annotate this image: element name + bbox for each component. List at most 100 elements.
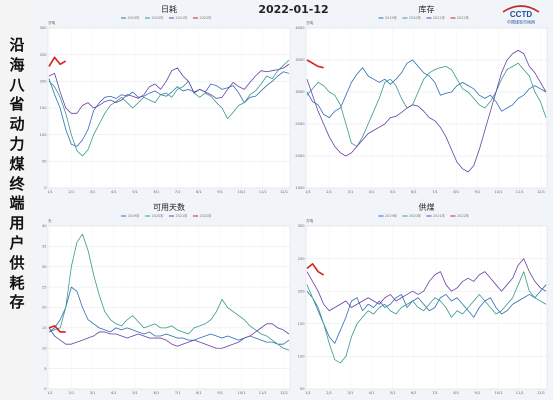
y-tick-label: 1500 xyxy=(295,186,305,190)
y-tick-label: 50 xyxy=(42,160,47,164)
x-tick-label: 9/1 xyxy=(217,391,223,395)
y-tick-label: 15 xyxy=(42,326,47,330)
y-tick-label: 5 xyxy=(44,367,46,371)
y-tick-label: 150 xyxy=(40,106,48,110)
y-tick-label: 3000 xyxy=(295,90,305,94)
plot-area xyxy=(305,27,548,189)
x-tick-label: 11/1 xyxy=(259,391,267,395)
legend-entry: 2022年 xyxy=(457,15,470,20)
series-line-2021 xyxy=(48,63,290,114)
legend-entry: 2020年 xyxy=(409,213,422,218)
report-date: 2022-01-12 xyxy=(258,3,329,16)
unit-label: 万吨 xyxy=(306,20,314,25)
logo-text: CCTD xyxy=(510,10,532,19)
cctd-logo: CCTD 中国煤炭市场网 xyxy=(502,5,540,25)
legend-entry: 2021年 xyxy=(433,213,446,218)
series-line-2019 xyxy=(306,59,547,118)
y-tick-label: 100 xyxy=(40,133,48,137)
y-tick-label: 300 xyxy=(298,224,306,228)
x-tick-label: 3/1 xyxy=(347,190,353,194)
x-tick-label: 3/1 xyxy=(347,391,353,395)
y-tick-label: 3500 xyxy=(295,58,305,62)
series-line-2021 xyxy=(306,50,547,173)
legend-entry: 2019年 xyxy=(385,213,398,218)
x-tick-label: 2/1 xyxy=(68,391,74,395)
x-tick-label: 11/1 xyxy=(259,190,267,194)
x-tick-label: 7/1 xyxy=(175,190,181,194)
legend-entry: 2020年 xyxy=(152,15,165,20)
x-tick-label: 1/1 xyxy=(47,190,53,194)
series-line-2021 xyxy=(306,258,547,312)
chart-title: 供煤 xyxy=(419,202,435,212)
y-tick-label: 20 xyxy=(42,306,47,310)
legend-entry: 2021年 xyxy=(176,15,189,20)
legend-entry: 2022年 xyxy=(457,213,470,218)
x-tick-label: 10/1 xyxy=(495,190,503,194)
x-tick-label: 10/1 xyxy=(237,190,245,194)
x-tick-label: 12/1 xyxy=(537,190,545,194)
x-tick-label: 5/1 xyxy=(390,190,396,194)
x-tick-label: 8/1 xyxy=(453,190,459,194)
x-tick-label: 2/1 xyxy=(326,391,332,395)
x-tick-label: 6/1 xyxy=(153,190,159,194)
x-tick-label: 1/1 xyxy=(47,391,53,395)
series-line-2021 xyxy=(48,323,290,349)
y-tick-label: 250 xyxy=(298,257,306,261)
x-tick-label: 5/1 xyxy=(390,391,396,395)
y-tick-label: 2500 xyxy=(295,122,305,126)
y-tick-label: 0 xyxy=(44,387,47,391)
y-tick-label: 10 xyxy=(42,346,47,350)
legend-entry: 2022年 xyxy=(200,213,213,218)
x-tick-label: 6/1 xyxy=(411,190,417,194)
y-tick-label: 30 xyxy=(42,265,47,269)
x-tick-label: 2/1 xyxy=(326,190,332,194)
x-tick-label: 3/1 xyxy=(90,391,96,395)
x-tick-label: 8/1 xyxy=(196,391,202,395)
x-tick-label: 12/1 xyxy=(537,391,545,395)
y-tick-label: 4000 xyxy=(295,26,305,30)
series-line-2020 xyxy=(48,233,290,351)
legend-entry: 2021年 xyxy=(176,213,189,218)
y-tick-label: 250 xyxy=(40,53,48,57)
series-line-2022 xyxy=(48,325,66,333)
x-tick-label: 1/1 xyxy=(305,190,311,194)
x-tick-label: 6/1 xyxy=(153,391,159,395)
x-tick-label: 5/1 xyxy=(132,391,138,395)
series-line-2020 xyxy=(48,59,290,157)
y-tick-label: 200 xyxy=(40,80,48,84)
legend-entry: 2019年 xyxy=(385,15,398,20)
series-line-2020 xyxy=(306,62,547,147)
x-tick-label: 10/1 xyxy=(495,391,503,395)
unit-label: 天 xyxy=(48,219,52,223)
legend-entry: 2021年 xyxy=(433,15,446,20)
x-tick-label: 9/1 xyxy=(475,391,481,395)
x-tick-label: 1/1 xyxy=(305,391,311,395)
x-tick-label: 3/1 xyxy=(90,190,96,194)
legend-entry: 2019年 xyxy=(128,15,141,20)
series-line-2022 xyxy=(48,56,67,67)
x-tick-label: 12/1 xyxy=(280,391,288,395)
y-tick-label: 50 xyxy=(300,387,305,391)
x-tick-label: 4/1 xyxy=(369,190,375,194)
chart-title: 可用天数 xyxy=(153,202,185,212)
x-tick-label: 6/1 xyxy=(411,391,417,395)
series-line-2022 xyxy=(306,263,325,276)
y-tick-label: 300 xyxy=(40,26,48,30)
x-tick-label: 7/1 xyxy=(175,391,181,395)
unit-label: 万吨 xyxy=(306,218,314,223)
chart-title: 库存 xyxy=(419,4,435,14)
x-tick-label: 5/1 xyxy=(132,190,138,194)
x-tick-label: 10/1 xyxy=(237,391,245,395)
x-tick-label: 4/1 xyxy=(369,391,375,395)
y-tick-label: 0 xyxy=(44,186,47,190)
x-tick-label: 8/1 xyxy=(453,391,459,395)
x-tick-label: 11/1 xyxy=(516,190,524,194)
x-tick-label: 4/1 xyxy=(111,190,117,194)
series-line-2020 xyxy=(306,271,547,364)
x-tick-label: 2/1 xyxy=(68,190,74,194)
series-line-2022 xyxy=(306,59,324,69)
